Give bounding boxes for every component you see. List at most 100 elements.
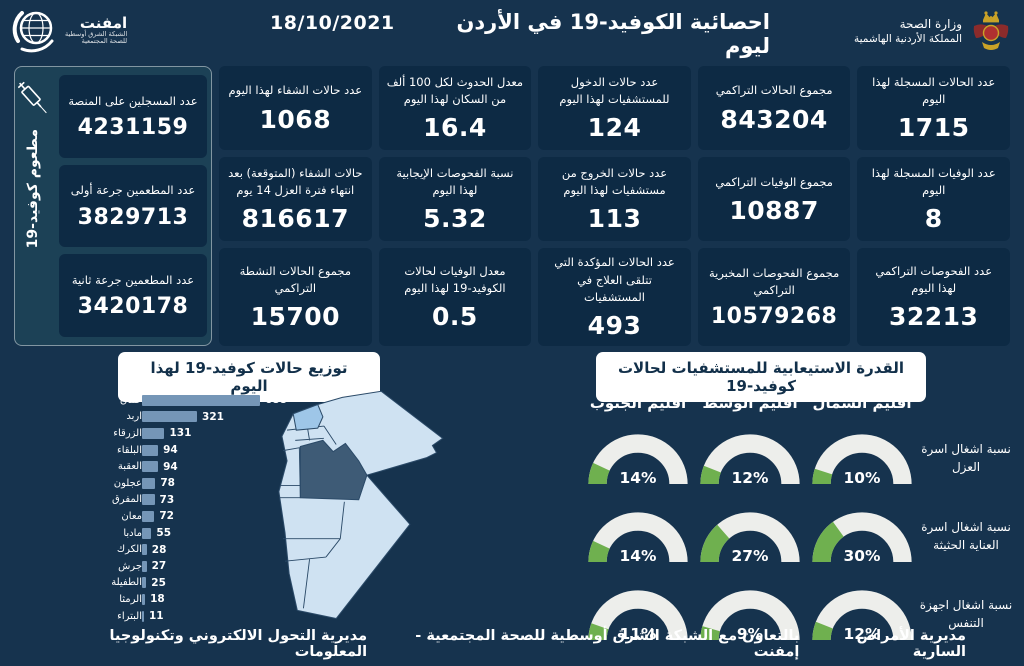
- bar: [142, 461, 159, 473]
- bar-value-label: 72: [159, 510, 174, 523]
- capacity-row-label-1: نسبة اشغال اسرة العناية الحثيثة: [921, 520, 1011, 552]
- bar-value-label: 11: [149, 610, 164, 623]
- capacity-region-header-0: اقليم الشمال: [812, 394, 912, 412]
- emphnet-subline-2: للصحة المجتمعية: [81, 37, 128, 46]
- bar-value-label: 94: [163, 444, 178, 457]
- stat-card-label: عدد الحالات المؤكدة التي تتلقى العلاج في…: [554, 255, 675, 304]
- stat-card: حالات الشفاء (المتوقعة) بعد انتهاء فترة …: [219, 157, 372, 242]
- stat-card-label: عدد حالات الدخول للمستشفيات لهذا اليوم: [559, 74, 670, 107]
- bar-row: البتراء 11: [86, 608, 296, 625]
- bar: [142, 394, 260, 406]
- gauge-2-0: 12%: [809, 584, 915, 644]
- emphnet-name: امفنت: [79, 13, 128, 32]
- stat-card-label: عدد الوفيات المسجلة لهذا اليوم: [871, 165, 996, 198]
- vaccination-card: عدد المطعمين جرعة ثانية 3420178: [59, 254, 207, 338]
- svg-text:12%: 12%: [732, 469, 769, 487]
- bar-row: اربد 321: [86, 409, 296, 426]
- stat-card-value: 493: [587, 311, 642, 340]
- stat-card-label: عدد الحالات المسجلة لهذا اليوم: [872, 74, 996, 107]
- bar-category-label: البلقاء: [117, 444, 142, 456]
- bar-row: الطفيلة 25: [86, 575, 296, 592]
- bar-row: الرمثا 18: [86, 591, 296, 608]
- bar-category-label: مادبا: [123, 527, 142, 539]
- stat-card-value: 816617: [241, 204, 349, 234]
- stat-card: عدد الحالات المؤكدة التي تتلقى العلاج في…: [538, 248, 691, 346]
- gauge-1-1: 27%: [697, 506, 803, 566]
- bar: [142, 610, 144, 622]
- stat-card: مجموع الفحوصات المخبرية التراكمي 10579268: [697, 248, 851, 346]
- bar-row: معان 72: [86, 508, 296, 525]
- bar: [142, 527, 152, 539]
- capacity-title: القدرة الاستيعابية للمستشفيات لحالات كوف…: [596, 352, 926, 402]
- bar-category-label: جرش: [118, 560, 142, 572]
- stat-card-value: 10579268: [710, 304, 838, 330]
- svg-text:14%: 14%: [620, 469, 657, 487]
- syringe-icon: [18, 81, 47, 114]
- bar-category-label: عجلون: [113, 477, 142, 489]
- bar: [142, 593, 146, 605]
- stat-card-value: 113: [587, 204, 642, 234]
- stat-card-label: عدد حالات الخروج من مستشفيات لهذا اليوم: [561, 165, 668, 198]
- stat-card: مجموع الوفيات التراكمي 10887: [697, 157, 851, 242]
- stat-card-value: 1715: [897, 113, 970, 143]
- bar-value-label: 73: [159, 493, 175, 506]
- svg-text:14%: 14%: [620, 547, 657, 565]
- vaccination-vertical-label: مطعوم كوفيد-19: [25, 129, 41, 249]
- vaccination-side-strip: مطعوم كوفيد-19: [15, 67, 51, 345]
- footer-left: مديرية التحول الالكتروني وتكنولوجيا المع…: [109, 628, 368, 660]
- svg-text:12%: 12%: [844, 625, 881, 643]
- gauge-1-2: 14%: [585, 506, 691, 566]
- vaccination-card: عدد المسجلين على المنصة 4231159: [59, 75, 207, 158]
- stat-card-label: مجموع الفحوصات المخبرية التراكمي: [708, 265, 840, 298]
- stat-card-label: مجموع الحالات النشطة التراكمي: [239, 263, 351, 296]
- svg-text:27%: 27%: [732, 547, 769, 565]
- stat-card-label: مجموع الوفيات التراكمي: [715, 174, 833, 189]
- capacity-row-label-2: نسبة اشغال اجهزة التنفس: [919, 598, 1013, 630]
- gauge-2-1: 9%: [697, 584, 803, 644]
- stat-card-label: نسبة الفحوصات الإيجابية لهذا اليوم: [396, 165, 514, 198]
- bar: [142, 444, 159, 456]
- bar-row: مادبا 55: [86, 525, 296, 542]
- stat-card-label: معدل الحدوث لكل 100 ألف من السكان لهذا ا…: [386, 74, 524, 107]
- bar-row: الزرقاء 131: [86, 425, 296, 442]
- bar-category-label: المفرق: [112, 494, 142, 506]
- stat-card-value: 843204: [720, 104, 828, 134]
- bar-category-label: العقبة: [117, 461, 142, 473]
- bar: [142, 577, 147, 589]
- stat-card-value: 124: [587, 113, 642, 143]
- bar: [142, 494, 155, 506]
- gauge-0-2: 14%: [585, 428, 691, 488]
- stat-card-value: 16.4: [423, 113, 487, 143]
- gauge-1-0: 30%: [809, 506, 915, 566]
- bar-value-label: 78: [160, 477, 175, 490]
- stat-card-label: عدد الفحوصات التراكمي لهذا اليوم: [875, 263, 993, 296]
- vaccination-cards: عدد المسجلين على المنصة 4231159 عدد المطعم…: [51, 67, 211, 345]
- stat-card: مجموع الحالات النشطة التراكمي 15700: [219, 248, 372, 346]
- stat-card-value: 8: [924, 204, 943, 234]
- map-region-irbid: [292, 403, 324, 431]
- stat-card: عدد حالات الشفاء لهذا اليوم 1068: [219, 66, 372, 151]
- page-title-date: 18/10/2021: [270, 12, 395, 34]
- footer: مديرية الأمراض السارية بالتعاون مع الشبك…: [34, 628, 966, 660]
- bar: [142, 427, 165, 439]
- bar: [142, 544, 147, 556]
- bar-category-label: الطفيلة: [111, 577, 142, 589]
- capacity-region-header-2: اقليم الجنوب: [589, 394, 687, 412]
- bar-value-label: 18: [150, 593, 165, 606]
- vaccination-card-value: 4231159: [77, 114, 189, 140]
- svg-text:11%: 11%: [620, 625, 657, 643]
- ministry-line-1: وزارة الصحة: [899, 16, 962, 31]
- bar-row: البلقاء 94: [86, 442, 296, 459]
- capacity-row-label-0: نسبة اشغال اسرة العزل: [921, 442, 1011, 474]
- vaccination-card-label: عدد المسجلين على المنصة: [68, 93, 198, 108]
- vaccination-card-value: 3829713: [77, 204, 189, 230]
- stat-card-label: عدد حالات الشفاء لهذا اليوم: [228, 83, 363, 98]
- vaccination-card-label: عدد المطعمين جرعة ثانية: [71, 273, 195, 288]
- page-title: احصائية الكوفيد-19 في الأردن ليوم 18/10/…: [270, 10, 770, 58]
- svg-text:9%: 9%: [737, 625, 763, 643]
- bar-value-label: 55: [156, 527, 172, 540]
- jordan-map: [242, 386, 457, 638]
- stat-card-value: 10887: [729, 195, 819, 225]
- capacity-region-header-1: اقليم الوسط: [702, 394, 798, 412]
- stat-card: عدد الوفيات المسجلة لهذا اليوم 8: [857, 157, 1010, 242]
